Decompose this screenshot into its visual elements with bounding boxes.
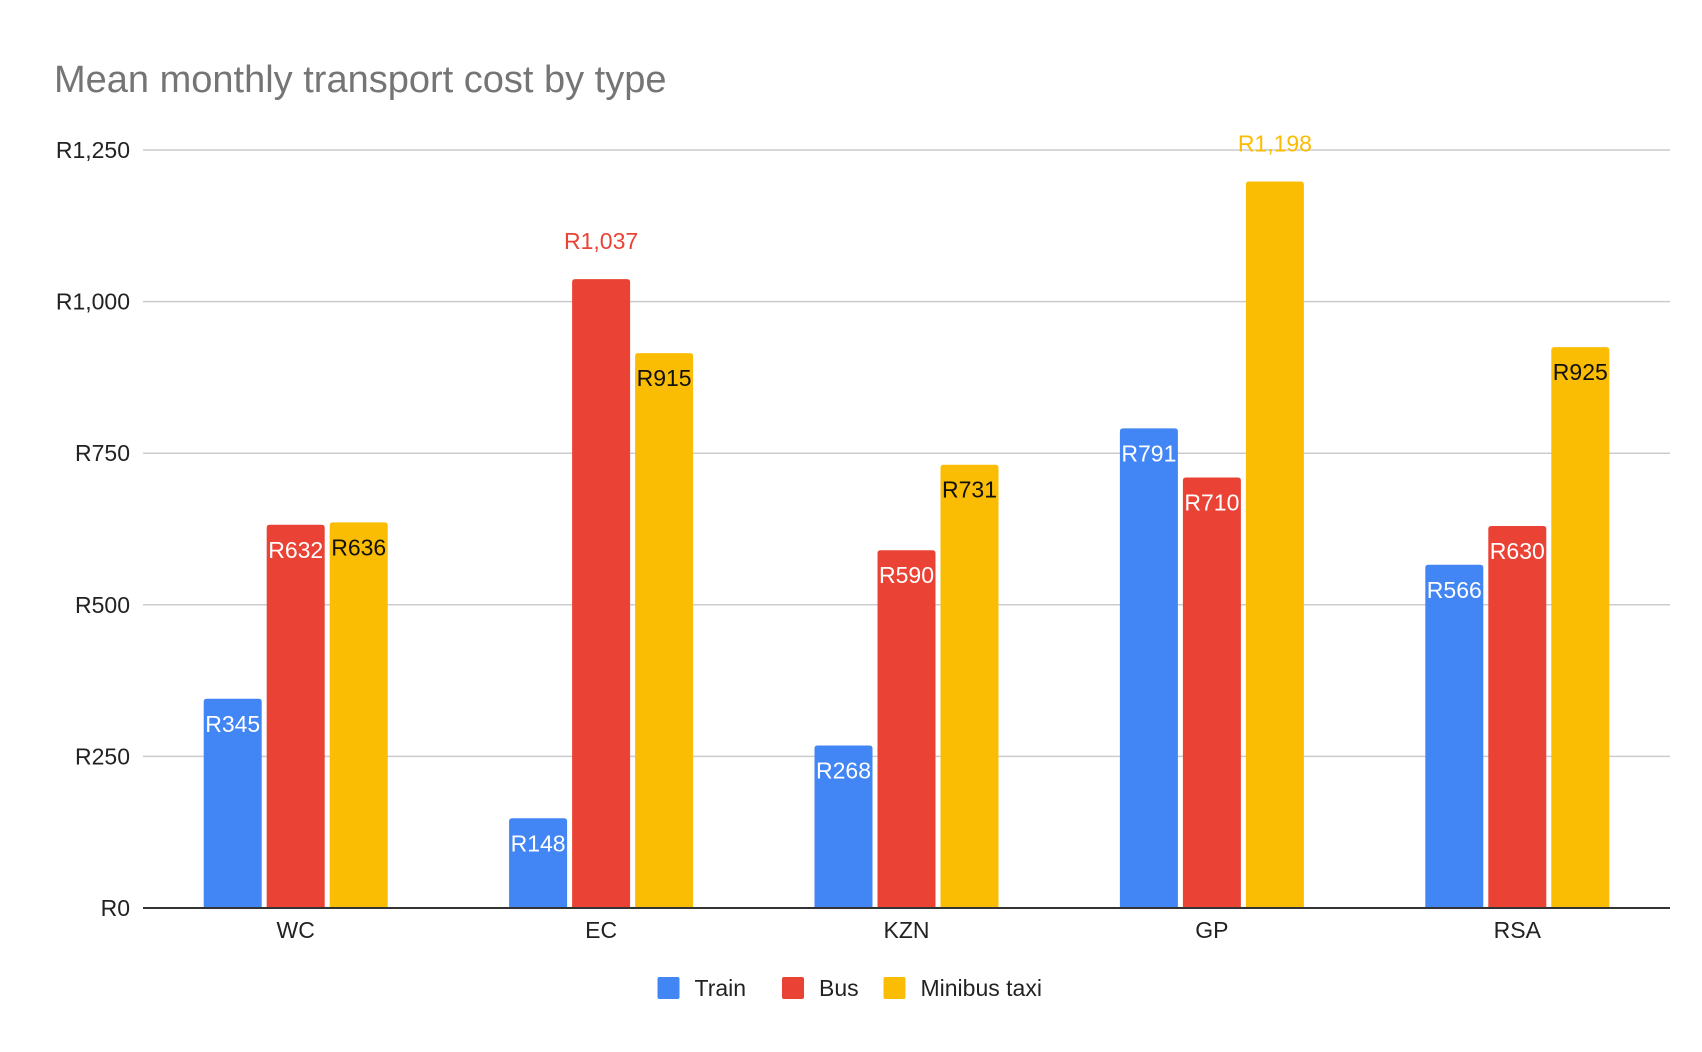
x-tick-label: WC (277, 917, 315, 943)
legend[interactable]: Train Bus Minibus taxi (657, 975, 1042, 1001)
x-axis-ticks: WC EC KZN GP RSA (277, 917, 1542, 943)
bar-bus-ec[interactable] (572, 279, 631, 908)
bar-bus-wc[interactable] (266, 524, 325, 908)
data-label: R731 (942, 477, 997, 503)
bar-minibus-taxi-rsa[interactable] (1551, 347, 1610, 909)
y-tick-label: R500 (75, 592, 130, 618)
x-tick-label: KZN (884, 917, 930, 943)
data-label: R636 (331, 534, 386, 560)
y-tick-label: R750 (75, 440, 130, 466)
data-label: R148 (511, 830, 566, 856)
data-label: R590 (879, 562, 934, 588)
y-tick-label: R0 (101, 895, 130, 921)
bar-train-kzn[interactable] (814, 745, 873, 908)
data-labels: R345 R632 R636 R148 R1,037 R915 R268 R590 R731 R7… (205, 131, 1608, 857)
data-label: R632 (268, 537, 323, 563)
data-label: R710 (1184, 489, 1239, 515)
bar-train-ec[interactable] (509, 818, 568, 908)
bar-minibus-taxi-wc[interactable] (329, 522, 388, 908)
bar-train-wc[interactable] (203, 698, 262, 908)
data-label: R268 (816, 757, 871, 783)
legend-item-minibus-taxi[interactable]: Minibus taxi (883, 975, 1042, 1001)
legend-swatch (657, 977, 680, 999)
bar-minibus-taxi-kzn[interactable] (940, 464, 999, 908)
legend-label: Minibus taxi (921, 975, 1042, 1001)
data-label: R566 (1427, 577, 1482, 603)
x-tick-label: GP (1195, 917, 1228, 943)
bar-train-rsa[interactable] (1425, 564, 1484, 908)
data-label: R915 (637, 365, 692, 391)
data-label: R345 (205, 711, 260, 737)
legend-item-bus[interactable]: Bus (782, 975, 859, 1001)
legend-label: Bus (819, 975, 859, 1001)
legend-swatch (782, 977, 804, 999)
data-label: R1,037 (564, 228, 638, 254)
legend-label: Train (695, 975, 747, 1001)
bar-minibus-taxi-gp[interactable] (1245, 181, 1304, 908)
bar-bus-kzn[interactable] (877, 550, 936, 908)
data-label: R791 (1121, 440, 1176, 466)
data-label: R1,198 (1238, 131, 1312, 157)
bar-train-gp[interactable] (1119, 428, 1178, 908)
y-tick-label: R250 (75, 743, 130, 769)
y-tick-label: R1,000 (56, 289, 130, 315)
x-tick-label: RSA (1494, 917, 1542, 943)
legend-item-train[interactable]: Train (657, 975, 747, 1001)
data-label: R630 (1490, 538, 1545, 564)
bars (203, 181, 1610, 909)
chart-title: Mean monthly transport cost by type (54, 59, 667, 101)
legend-swatch (883, 977, 906, 999)
y-tick-label: R1,250 (56, 137, 130, 163)
data-label: R925 (1553, 359, 1608, 385)
gridlines (143, 149, 1670, 758)
bar-bus-rsa[interactable] (1488, 525, 1547, 908)
bar-minibus-taxi-ec[interactable] (635, 353, 694, 908)
bar-bus-gp[interactable] (1182, 477, 1241, 908)
y-axis-ticks: R0 R250 R500 R750 R1,000 R1,250 (56, 137, 130, 921)
x-tick-label: EC (585, 917, 617, 943)
